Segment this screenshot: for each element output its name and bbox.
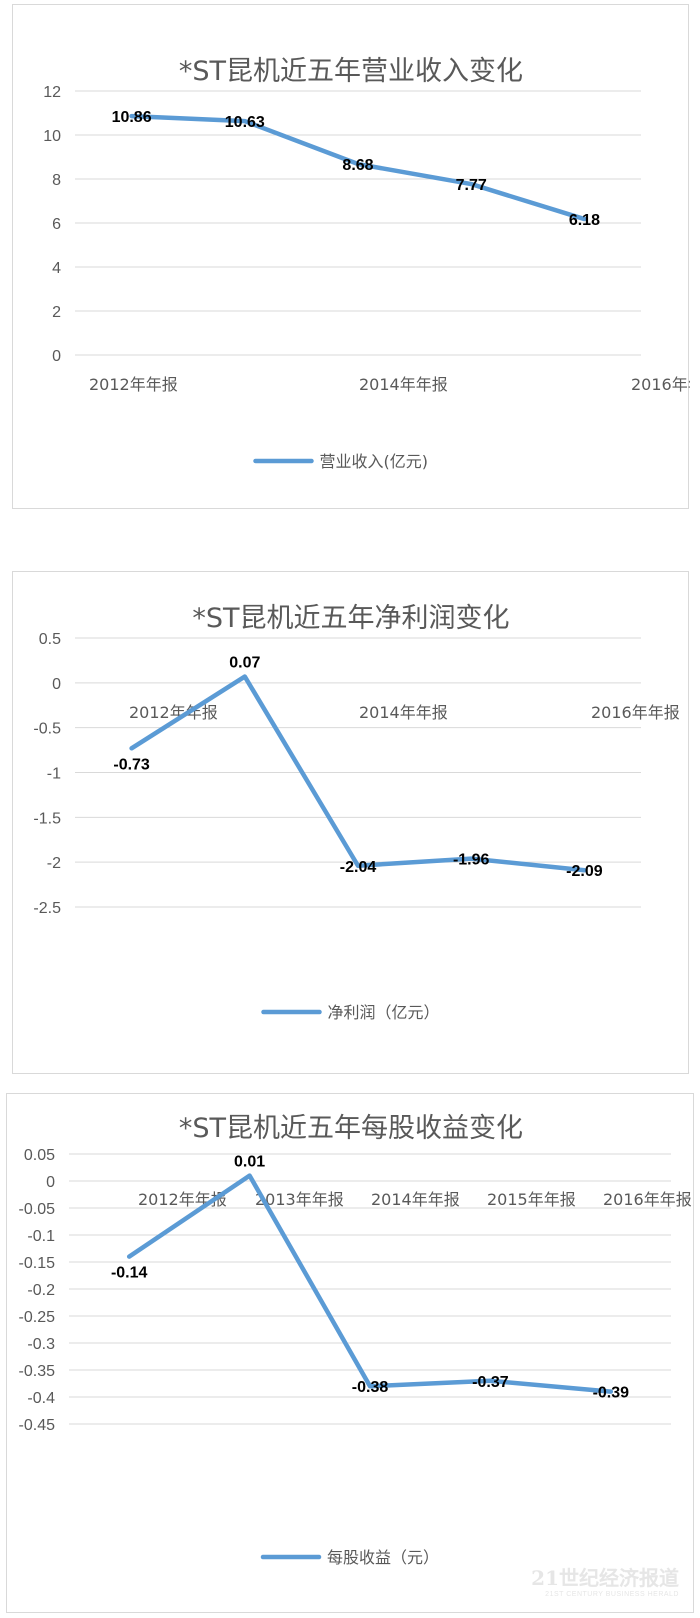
chart-title: *ST昆机近五年每股收益变化 bbox=[179, 1113, 523, 1144]
data-label: 7.77 bbox=[456, 177, 487, 194]
y-tick-label: -1 bbox=[47, 766, 61, 783]
x-category-label: 2016年年报 bbox=[603, 1190, 692, 1209]
data-label: 6.18 bbox=[569, 212, 600, 229]
watermark: 21世纪经济报道 21ST CENTURY BUSINESS HERALD bbox=[531, 1562, 679, 1598]
y-tick-label: 2 bbox=[52, 304, 61, 321]
y-tick-label: -2 bbox=[47, 855, 61, 872]
y-tick-label: 4 bbox=[52, 260, 61, 277]
x-category-label: 2013年年报 bbox=[255, 1190, 344, 1209]
series-line bbox=[126, 1173, 614, 1394]
data-label: 0.07 bbox=[229, 655, 260, 672]
x-category-label: 2014年年报 bbox=[359, 703, 448, 722]
y-tick-label: -0.1 bbox=[27, 1228, 55, 1245]
x-category-label: 2012年年报 bbox=[129, 703, 218, 722]
chart-title: *ST昆机近五年营业收入变化 bbox=[179, 56, 523, 87]
data-label: -2.04 bbox=[340, 859, 377, 876]
x-category-label: 2012年年报 bbox=[89, 375, 178, 394]
y-tick-label: -0.5 bbox=[33, 721, 61, 738]
legend: 营业收入(亿元) bbox=[253, 452, 429, 471]
legend-label: 营业收入(亿元) bbox=[320, 452, 429, 471]
legend-label: 每股收益（元） bbox=[327, 1548, 439, 1567]
x-category-label: 2014年年报 bbox=[359, 375, 448, 394]
data-label: 10.86 bbox=[112, 109, 152, 126]
eps-chart-panel: *ST昆机近五年每股收益变化 -0.45 -0.4 -0.35 -0.3 -0.25 -0.… bbox=[6, 1093, 694, 1613]
data-label: 8.68 bbox=[342, 157, 373, 174]
y-tick-label: -0.15 bbox=[19, 1255, 56, 1272]
y-tick-label: 10 bbox=[43, 128, 61, 145]
data-label: -0.38 bbox=[352, 1379, 389, 1396]
x-category-label: 2014年年报 bbox=[371, 1190, 460, 1209]
y-tick-label: 6 bbox=[52, 216, 61, 233]
y-tick-label: -0.45 bbox=[19, 1417, 56, 1434]
series-line bbox=[129, 113, 587, 222]
y-tick-label: -0.35 bbox=[19, 1363, 56, 1380]
y-tick-label: -0.4 bbox=[27, 1390, 55, 1407]
y-tick-label: 0 bbox=[52, 676, 61, 693]
y-tick-label: 0.5 bbox=[39, 631, 61, 648]
net-profit-chart: *ST昆机近五年净利润变化 -2.5 -2 -1.5 -1 -0.5 0 0.5 2012年年报… bbox=[33, 603, 680, 1022]
data-label: -1.96 bbox=[453, 852, 490, 869]
data-label: -2.09 bbox=[566, 863, 603, 880]
eps-chart: *ST昆机近五年每股收益变化 -0.45 -0.4 -0.35 -0.3 -0.25 -0.… bbox=[19, 1113, 692, 1567]
revenue-chart: *ST昆机近五年营业收入变化 0 2 4 6 8 10 12 2012年年报 2014年年报 201… bbox=[43, 56, 690, 471]
y-tick-label: -1.5 bbox=[33, 810, 61, 827]
y-tick-label: 0.05 bbox=[24, 1147, 55, 1164]
data-label: 0.01 bbox=[234, 1154, 265, 1171]
x-category-label: 2015年年报 bbox=[487, 1190, 576, 1209]
data-label: -0.39 bbox=[593, 1385, 630, 1402]
data-label: -0.14 bbox=[111, 1265, 148, 1282]
data-label: 10.63 bbox=[225, 114, 265, 131]
y-tick-label: 0 bbox=[46, 1174, 55, 1191]
data-label: -0.37 bbox=[472, 1374, 509, 1391]
data-label: -0.73 bbox=[113, 756, 150, 773]
legend: 净利润（亿元） bbox=[261, 1003, 440, 1022]
legend: 每股收益（元） bbox=[260, 1548, 439, 1567]
y-tick-label: -0.3 bbox=[27, 1336, 55, 1353]
chart-title: *ST昆机近五年净利润变化 bbox=[192, 603, 509, 634]
watermark-sub: 21ST CENTURY BUSINESS HERALD bbox=[545, 1591, 679, 1598]
y-tick-label: -0.25 bbox=[19, 1309, 56, 1326]
y-tick-label: -2.5 bbox=[33, 900, 61, 917]
net-profit-chart-panel: *ST昆机近五年净利润变化 -2.5 -2 -1.5 -1 -0.5 0 0.5 2012年年报… bbox=[12, 571, 689, 1074]
x-category-label: 2016年年报 bbox=[631, 375, 690, 394]
y-tick-label: 0 bbox=[52, 348, 61, 365]
series-line bbox=[129, 674, 587, 873]
y-tick-label: 12 bbox=[43, 84, 61, 101]
y-tick-label: 8 bbox=[52, 172, 61, 189]
x-category-label: 2016年年报 bbox=[591, 703, 680, 722]
y-tick-label: -0.2 bbox=[27, 1282, 55, 1299]
legend-label: 净利润（亿元） bbox=[328, 1003, 440, 1022]
y-tick-label: -0.05 bbox=[19, 1201, 56, 1218]
watermark-main: 21世纪经济报道 bbox=[531, 1566, 679, 1590]
revenue-chart-panel: *ST昆机近五年营业收入变化 0 2 4 6 8 10 12 2012年年报 2014年年报 201… bbox=[12, 4, 690, 509]
